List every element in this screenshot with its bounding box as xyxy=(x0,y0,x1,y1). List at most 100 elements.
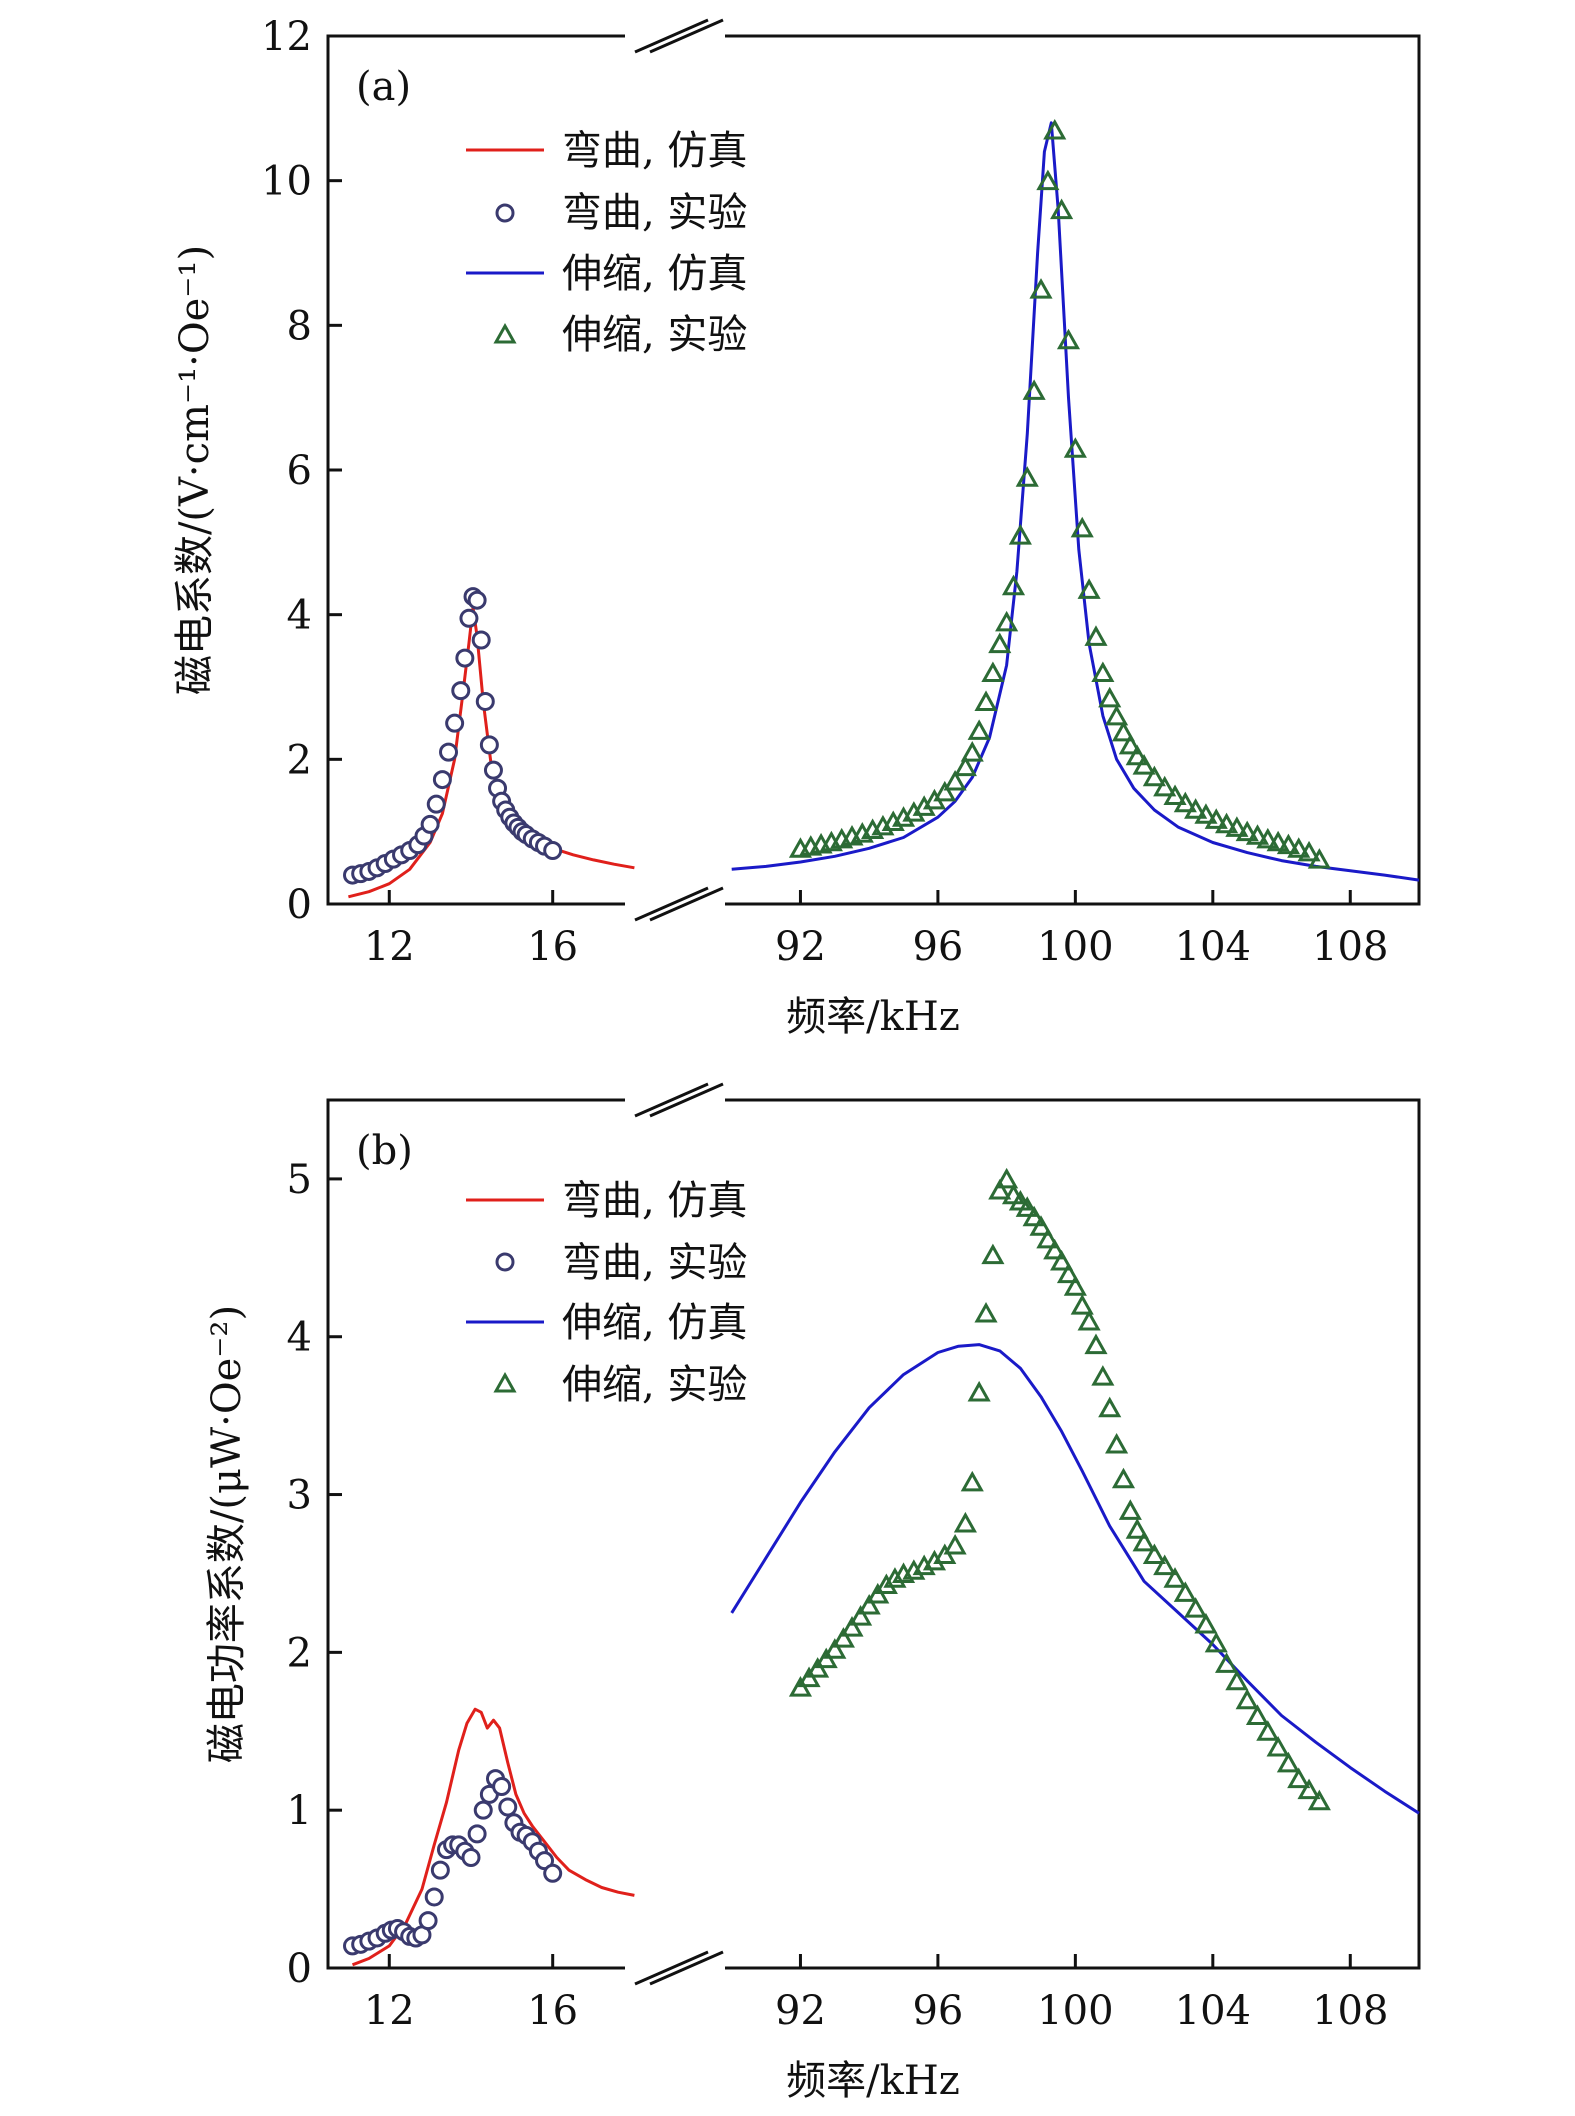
y-tick-label: 12 xyxy=(261,14,312,60)
series-point-triangle xyxy=(902,801,926,822)
y-tick-label: 6 xyxy=(287,448,312,494)
series-point-triangle xyxy=(953,1511,977,1533)
series-point-triangle xyxy=(1142,1543,1166,1565)
series-line xyxy=(730,1343,1420,1815)
series-point-circle xyxy=(492,1777,512,1797)
series-point-triangle xyxy=(1214,812,1239,834)
series-point-triangle xyxy=(1173,1581,1197,1602)
series-point-triangle xyxy=(1036,169,1060,191)
series-point-triangle xyxy=(1008,524,1032,545)
series-point-triangle xyxy=(857,1593,881,1615)
series-point-triangle xyxy=(1214,1652,1239,1673)
y-tick-label: 2 xyxy=(287,1630,312,1676)
series-point-triangle xyxy=(974,690,998,711)
series-point-triangle xyxy=(1184,798,1208,819)
series-point-circle xyxy=(479,735,499,755)
legend: 弯曲, 仿真 弯曲, 实验 伸缩, 仿真 伸缩, 实验 xyxy=(466,128,747,358)
y-axis-label: 磁电系数/(V·cm⁻¹·Oe⁻¹) xyxy=(172,245,218,695)
series-point-triangle xyxy=(1056,328,1081,350)
series-point-triangle xyxy=(1091,661,1115,683)
series-point-triangle xyxy=(1111,1467,1136,1489)
series-point-triangle xyxy=(1194,1612,1218,1634)
series-point-triangle xyxy=(1276,1751,1300,1773)
plot-frame xyxy=(326,1098,1421,1970)
series-point-triangle xyxy=(874,1573,898,1595)
legend: 弯曲, 仿真 弯曲, 实验 伸缩, 仿真 伸缩, 实验 xyxy=(466,1178,747,1408)
series-point-triangle xyxy=(1256,827,1280,849)
series-point-circle xyxy=(459,608,479,628)
series-point-circle xyxy=(543,1863,563,1883)
legend-label-stretch-exp: 伸缩, 实验 xyxy=(562,312,747,358)
series-point-triangle xyxy=(1163,1567,1187,1588)
series-point-triangle xyxy=(1163,784,1187,805)
legend-label-bend-exp: 弯曲, 实验 xyxy=(562,1240,747,1286)
legend-marker-stretch-exp xyxy=(493,1371,517,1393)
series-point-triangle xyxy=(1153,1554,1177,1576)
series-point-triangle xyxy=(1063,1275,1087,1296)
series-point-triangle xyxy=(1256,1720,1280,1741)
series-point-triangle xyxy=(960,1470,984,1492)
series-point-triangle xyxy=(943,1533,967,1555)
legend-marker-stretch-exp xyxy=(493,322,517,344)
axis-break-mark-top xyxy=(634,1082,724,1118)
y-tick-label: 0 xyxy=(287,1946,312,1992)
series-point-triangle xyxy=(1297,840,1321,862)
x-tick-label: 92 xyxy=(775,1988,826,2034)
series-point-triangle xyxy=(1022,1205,1046,1227)
x-tick-label: 104 xyxy=(1175,924,1251,970)
series-point-triangle xyxy=(1287,1767,1311,1789)
series-point-triangle xyxy=(943,769,967,791)
series-point-triangle xyxy=(1036,1227,1060,1249)
series-point-triangle xyxy=(1194,803,1218,824)
series-point-circle xyxy=(426,794,446,814)
series-point-triangle xyxy=(1043,1238,1067,1260)
series-point-triangle xyxy=(1098,686,1122,708)
series-point-triangle xyxy=(1029,1215,1053,1236)
legend-label-bend-sim: 弯曲, 仿真 xyxy=(562,128,747,174)
series-point-triangle xyxy=(1056,1262,1081,1284)
series-point-circle xyxy=(418,1911,438,1931)
series-point-circle xyxy=(439,742,459,762)
series-point-triangle xyxy=(1225,1669,1249,1691)
legend-label-bend-sim: 弯曲, 仿真 xyxy=(562,1178,747,1224)
axis-break-mark-bottom xyxy=(634,886,724,922)
panel-a: 0 2 4 6 8 10 12 12 16 92 96 100 104 108 (a) 频率/kHz 磁… xyxy=(172,14,1421,1040)
series-point-triangle xyxy=(1245,1704,1270,1725)
series-point-triangle xyxy=(1050,1249,1074,1271)
series-line xyxy=(731,121,1420,882)
x-tick-label: 108 xyxy=(1312,924,1388,970)
x-tick-label: 16 xyxy=(527,1988,578,2034)
series-point-triangle xyxy=(1307,1789,1331,1811)
series-point-triangle xyxy=(1043,118,1067,140)
series-point-circle xyxy=(467,590,487,610)
legend-label-stretch-sim: 伸缩, 仿真 xyxy=(562,251,747,297)
series-point-triangle xyxy=(840,1616,864,1637)
series-point-triangle xyxy=(1077,578,1101,599)
series-point-triangle xyxy=(1125,744,1149,766)
series-point-triangle xyxy=(1142,765,1166,787)
series-point-triangle xyxy=(1245,824,1270,845)
series-point-triangle xyxy=(1225,816,1249,837)
series-point-triangle xyxy=(981,661,1005,683)
series-point-triangle xyxy=(922,1549,947,1571)
y-tick-label: 0 xyxy=(287,882,312,928)
series-point-triangle xyxy=(1001,574,1026,596)
series-point-triangle xyxy=(1297,1778,1321,1800)
series-point-triangle xyxy=(1070,516,1094,538)
series-point-triangle xyxy=(1266,830,1290,852)
series-point-triangle xyxy=(1307,848,1331,869)
series-point-triangle xyxy=(1022,379,1046,400)
series-point-triangle xyxy=(1015,1196,1039,1217)
series-point-triangle xyxy=(1084,1333,1108,1355)
x-tick-label: 12 xyxy=(364,924,415,970)
x-tick-label: 12 xyxy=(364,1988,415,2034)
legend-label-stretch-exp: 伸缩, 实验 xyxy=(562,1362,747,1408)
y-tick-label: 4 xyxy=(287,1315,312,1361)
y-tick-label: 4 xyxy=(287,593,312,639)
series-point-triangle xyxy=(1050,198,1074,220)
x-axis-label: 频率/kHz xyxy=(786,2058,960,2104)
series-point-triangle xyxy=(988,632,1012,654)
series-line xyxy=(351,1707,635,1967)
series-point-triangle xyxy=(1235,820,1259,842)
panel-label: (b) xyxy=(356,1128,413,1174)
